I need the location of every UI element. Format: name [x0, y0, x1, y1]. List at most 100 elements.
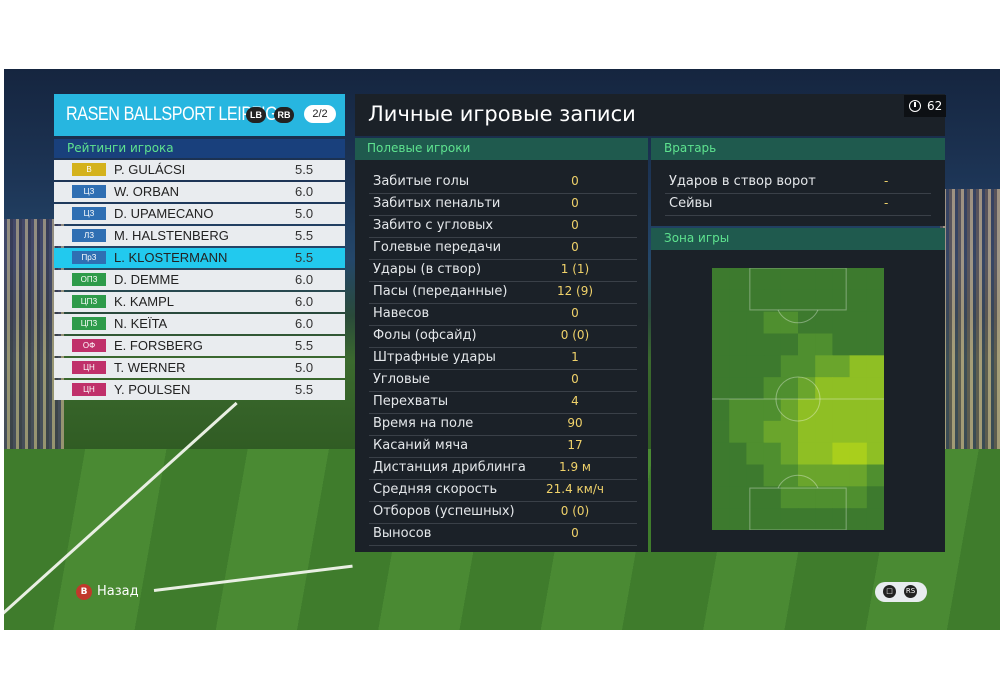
heatmap-cell — [712, 289, 730, 313]
heatmap-cell — [849, 464, 868, 487]
timer-value: 62 — [927, 99, 943, 113]
ratings-header-label: Рейтинги игрока — [67, 141, 174, 155]
stat-value: 1 (1) — [560, 262, 590, 276]
position-badge: ЦПЗ — [72, 295, 106, 308]
player-row[interactable]: ЦПЗ K. KAMPL 6.0 — [54, 292, 345, 312]
player-name: L. KLOSTERMANN — [114, 250, 228, 265]
heatmap-cell — [832, 399, 851, 422]
position-badge: В — [72, 163, 106, 176]
player-rating: 5.0 — [295, 360, 314, 375]
heatmap-cell — [832, 464, 851, 487]
heatmap-cell — [746, 464, 765, 487]
stat-label: Средняя скорость — [373, 482, 498, 497]
player-row[interactable]: ЛЗ M. HALSTENBERG 5.5 — [54, 226, 345, 246]
stat-row: Забитых пенальти 0 — [369, 194, 637, 216]
heatmap-cell — [729, 333, 747, 356]
records-title-bar: Личные игровые записи — [355, 94, 945, 136]
heatmap-cell — [712, 377, 730, 400]
heatmap-cell — [780, 355, 799, 378]
stat-row: Удары (в створ) 1 (1) — [369, 260, 637, 282]
stat-label: Фолы (офсайд) — [373, 328, 477, 343]
player-row[interactable]: ЦПЗ N. KEÏTA 6.0 — [54, 314, 345, 334]
stat-value: 90 — [567, 416, 583, 430]
player-row[interactable]: ЦН T. WERNER 5.0 — [54, 358, 345, 378]
heatmap-cell — [815, 464, 833, 487]
lb-bumper-button[interactable]: LB — [246, 107, 266, 123]
stat-label: Навесов — [373, 306, 430, 321]
heatmap-cell — [798, 333, 816, 356]
player-row[interactable]: ЦЗ W. ORBAN 6.0 — [54, 182, 345, 202]
heatmap-cell — [849, 355, 868, 378]
stat-value: 0 — [571, 174, 579, 188]
right-button-hints[interactable]: □ RS — [875, 582, 927, 602]
heatmap-cell — [746, 289, 765, 313]
bottom-penalty-box — [749, 487, 847, 530]
heatmap-cell — [798, 399, 816, 422]
heatmap-cell — [815, 486, 833, 509]
heatmap-cell — [780, 442, 799, 465]
gk-stat-value: - — [884, 174, 889, 188]
play-zone-title: Зона игры — [664, 231, 730, 245]
heatmap-cell — [849, 399, 868, 422]
stat-row: Забитые голы 0 — [369, 172, 637, 194]
player-name: M. HALSTENBERG — [114, 228, 229, 243]
goalkeeper-panel: Вратарь Ударов в створ ворот - Сейвы - — [651, 138, 945, 226]
player-row[interactable]: ОФ E. FORSBERG 5.5 — [54, 336, 345, 356]
heatmap-cell — [849, 420, 868, 444]
heatmap-cell — [866, 508, 884, 530]
heatmap-cell — [763, 377, 782, 400]
stat-label: Отборов (успешных) — [373, 504, 515, 519]
player-row[interactable]: В P. GULÁCSI 5.5 — [54, 160, 345, 180]
player-row[interactable]: ЦЗ D. UPAMECANO 5.0 — [54, 204, 345, 224]
player-name: D. UPAMECANO — [114, 206, 214, 221]
stat-label: Забито с угловых — [373, 218, 494, 233]
stat-row: Голевые передачи 0 — [369, 238, 637, 260]
ratings-header: Рейтинги игрока — [54, 139, 345, 158]
player-row[interactable]: ЦН Y. POULSEN 5.5 — [54, 380, 345, 400]
heatmap-cell — [712, 355, 730, 378]
player-rating: 5.5 — [295, 162, 314, 177]
heatmap-cell — [746, 333, 765, 356]
heatmap-cell — [832, 442, 851, 465]
chat-icon[interactable]: □ — [883, 585, 896, 598]
heatmap-cell — [729, 289, 747, 313]
heatmap-cell — [866, 311, 884, 334]
heatmap-cell — [815, 289, 833, 313]
heatmap-cell — [763, 464, 782, 487]
position-badge: ОФ — [72, 339, 106, 352]
stadium-stands-right — [940, 189, 1000, 449]
player-name: P. GULÁCSI — [114, 162, 186, 177]
heatmap-cell — [832, 333, 851, 356]
player-row[interactable]: ОПЗ D. DEMME 6.0 — [54, 270, 345, 290]
heatmap-cell — [712, 508, 730, 530]
center-circle — [775, 376, 821, 422]
heatmap-cell — [832, 377, 851, 400]
heatmap-cell — [746, 420, 765, 444]
b-button-icon[interactable]: B — [76, 584, 92, 600]
stat-label: Забитые голы — [373, 174, 470, 189]
stat-row: Выносов 0 — [369, 524, 637, 546]
stat-value: 1 — [571, 350, 579, 364]
position-badge: ЦЗ — [72, 207, 106, 220]
heatmap-cell — [866, 420, 884, 444]
player-name: E. FORSBERG — [114, 338, 203, 353]
clock-icon — [909, 100, 921, 112]
heatmap-cell — [763, 399, 782, 422]
heatmap-cell — [729, 311, 747, 334]
stat-label: Касаний мяча — [373, 438, 469, 453]
heatmap-cell — [849, 442, 868, 465]
gk-stat-value: - — [884, 196, 889, 210]
stat-row: Отборов (успешных) 0 (0) — [369, 502, 637, 524]
position-badge: ЦН — [72, 361, 106, 374]
heatmap-cell — [866, 377, 884, 400]
player-row[interactable]: ПрЗ L. KLOSTERMANN 5.5 — [54, 248, 345, 268]
heatmap-cell — [849, 377, 868, 400]
rb-bumper-button[interactable]: RB — [274, 107, 294, 123]
stat-label: Пасы (переданные) — [373, 284, 508, 299]
player-rating: 6.0 — [295, 294, 314, 309]
player-rating: 5.0 — [295, 206, 314, 221]
back-label[interactable]: Назад — [97, 584, 139, 599]
heatmap-cell — [780, 486, 799, 509]
heatmap-cell — [780, 508, 799, 530]
rs-button-icon[interactable]: RS — [904, 585, 917, 598]
